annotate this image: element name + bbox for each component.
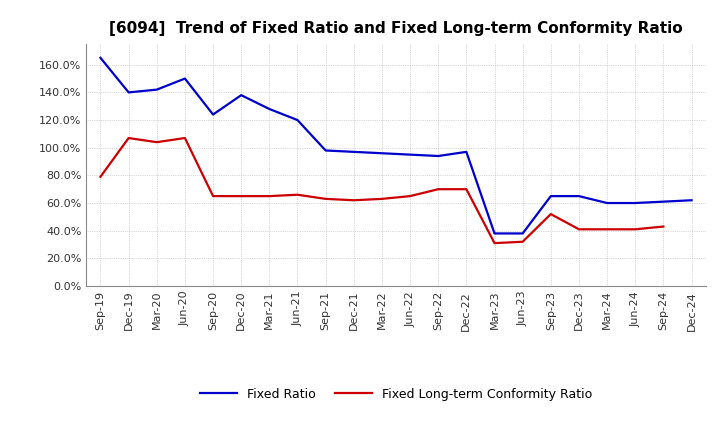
Fixed Ratio — [153, 87, 161, 92]
Fixed Ratio — [659, 199, 667, 204]
Fixed Ratio — [546, 194, 555, 199]
Fixed Ratio — [237, 92, 246, 98]
Fixed Long-term Conformity Ratio — [603, 227, 611, 232]
Fixed Ratio — [209, 112, 217, 117]
Fixed Long-term Conformity Ratio — [321, 196, 330, 202]
Fixed Ratio — [603, 200, 611, 205]
Fixed Ratio — [518, 231, 527, 236]
Fixed Long-term Conformity Ratio — [237, 194, 246, 199]
Fixed Long-term Conformity Ratio — [377, 196, 386, 202]
Fixed Long-term Conformity Ratio — [575, 227, 583, 232]
Fixed Long-term Conformity Ratio — [265, 194, 274, 199]
Line: Fixed Ratio: Fixed Ratio — [101, 58, 691, 234]
Fixed Long-term Conformity Ratio — [125, 136, 133, 141]
Fixed Long-term Conformity Ratio — [181, 136, 189, 141]
Fixed Ratio — [349, 149, 358, 154]
Fixed Ratio — [575, 194, 583, 199]
Fixed Ratio — [265, 106, 274, 112]
Fixed Long-term Conformity Ratio — [490, 241, 499, 246]
Title: [6094]  Trend of Fixed Ratio and Fixed Long-term Conformity Ratio: [6094] Trend of Fixed Ratio and Fixed Lo… — [109, 21, 683, 36]
Line: Fixed Long-term Conformity Ratio: Fixed Long-term Conformity Ratio — [101, 138, 663, 243]
Legend: Fixed Ratio, Fixed Long-term Conformity Ratio: Fixed Ratio, Fixed Long-term Conformity … — [194, 383, 598, 406]
Fixed Ratio — [377, 150, 386, 156]
Fixed Ratio — [631, 200, 639, 205]
Fixed Ratio — [96, 55, 105, 60]
Fixed Ratio — [462, 149, 471, 154]
Fixed Ratio — [181, 76, 189, 81]
Fixed Ratio — [490, 231, 499, 236]
Fixed Long-term Conformity Ratio — [96, 174, 105, 180]
Fixed Long-term Conformity Ratio — [434, 187, 443, 192]
Fixed Long-term Conformity Ratio — [349, 198, 358, 203]
Fixed Ratio — [125, 90, 133, 95]
Fixed Long-term Conformity Ratio — [518, 239, 527, 244]
Fixed Long-term Conformity Ratio — [406, 194, 415, 199]
Fixed Ratio — [434, 154, 443, 159]
Fixed Long-term Conformity Ratio — [293, 192, 302, 198]
Fixed Long-term Conformity Ratio — [462, 187, 471, 192]
Fixed Long-term Conformity Ratio — [546, 212, 555, 217]
Fixed Long-term Conformity Ratio — [659, 224, 667, 229]
Fixed Long-term Conformity Ratio — [631, 227, 639, 232]
Fixed Ratio — [406, 152, 415, 157]
Fixed Ratio — [687, 198, 696, 203]
Fixed Ratio — [293, 117, 302, 123]
Fixed Long-term Conformity Ratio — [153, 139, 161, 145]
Fixed Ratio — [321, 148, 330, 153]
Fixed Long-term Conformity Ratio — [209, 194, 217, 199]
